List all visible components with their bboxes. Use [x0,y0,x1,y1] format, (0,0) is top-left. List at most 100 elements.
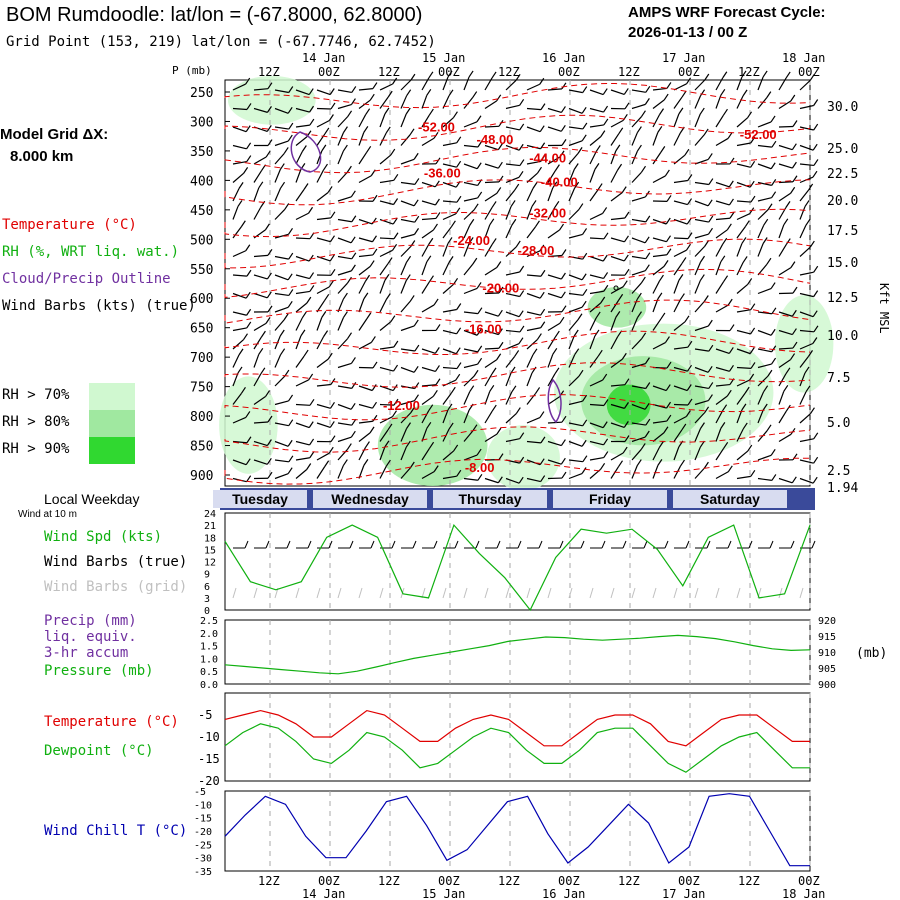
wind-barb [610,119,624,128]
wind-barb [652,218,667,225]
wind-barb-flag [308,421,314,428]
wind-barb [505,438,520,443]
temperature-contour-label: -32.00 [529,206,566,221]
wind-barb [799,206,806,220]
wind-barb [778,77,787,91]
wind-barb-flag [306,296,312,304]
wind-barb [778,181,794,184]
wind-barb [421,217,437,221]
wind-barb [358,218,373,225]
wind-barb-flag [472,91,478,98]
wind-barb [694,113,701,128]
wind-barb-flag [265,150,271,158]
wind-barb [253,336,262,350]
wind-tick: 6 [204,582,210,593]
wind-barb-flag [602,88,608,95]
wind-barb-flag [791,328,797,335]
wind-barb-flag [469,218,475,226]
wind-barb-flag [687,198,693,205]
wind-barb [295,255,310,262]
wind-speed-label: Wind Spd (kts) [44,529,163,545]
temperature-contour [224,362,811,388]
wind-barb [505,329,520,333]
wind-barb [379,446,386,461]
wind-barb [484,329,499,336]
wind-barb-flag [324,460,330,468]
wind-barb [610,299,620,313]
wind-barb-flag [264,223,270,231]
wind-barb-flag [287,134,293,142]
wind-barb-flag [581,467,587,474]
bottom-time-tick: 00Z [798,874,820,888]
wind-barb [526,354,534,368]
wind-barb-flag [476,328,482,336]
wind-barb-flag [432,389,438,397]
wind-barb-flag [308,254,314,262]
temperature-tick: -5 [198,708,212,722]
top-time-tick: 00Z [558,65,580,79]
legend-wind-barbs: Wind Barbs (kts) (true) [2,298,196,314]
wind-barb-flag [813,432,819,440]
wind-barb [715,281,725,294]
wind-barb-flag [455,373,461,381]
wind-barb-flag [679,293,685,300]
wind-barb-flag [287,106,293,114]
wind-barb-flag [728,180,734,188]
wind-barb-flag [406,422,412,429]
top-date-label: 16 Jan [542,51,585,65]
wind-barb-flag [405,274,411,281]
wind-barb [673,321,686,331]
wind-barb-flag [636,126,642,133]
wind-barb-flag [288,86,294,93]
wind-barb [379,403,395,406]
wind-barb [610,237,625,243]
wind-barb [316,383,331,387]
wind-barb-flag [519,265,525,273]
wind-barb [253,254,269,258]
wind-barb-flag [497,309,503,317]
wind-barb-flag [414,215,420,223]
grid-wind-barb [673,587,678,599]
wind-barb-flag [600,296,606,304]
wind-barb-flag [813,123,819,131]
wind-barb-flag [644,236,650,244]
wind-barb [442,450,455,461]
wind-barb [379,366,394,372]
wind-barb [715,114,724,128]
grid-wind-barb [526,587,531,599]
wind-barb [715,217,730,221]
grid-point-label: Grid Point (153, 219) lat/lon = (-67.774… [6,34,436,50]
wind-barb [610,255,625,262]
wind-barb-flag [559,316,565,324]
precip-tick: 0.0 [200,680,218,691]
wind-barb-flag [640,443,646,450]
top-time-tick: 12Z [258,65,280,79]
pressure-unit-label: (mb) [856,646,887,661]
wind-barb [505,292,520,298]
wind-barb [337,338,348,350]
grid-wind-barb [547,587,552,599]
wind-barb [589,255,604,262]
wind-barb-flag [749,373,755,381]
wind-barb-flag [391,410,397,418]
wind-barb-flag [536,166,542,174]
wind-barb [526,417,541,424]
pressure-tick: 850 [190,440,213,455]
wind-barb-flag [750,362,756,369]
wind-barb-flag [771,179,777,186]
wind-barb-flag [783,218,789,226]
wind-barb [526,107,542,111]
kft-tick: 17.5 [827,224,858,239]
wind-barb [421,384,436,387]
wind-barb-flag [308,88,314,95]
wind-barb [736,392,746,405]
wind-barb [610,403,625,409]
grid-wind-barb [316,587,321,599]
surface-wind-barb-flag [538,540,543,549]
wind-barb-flag [510,366,516,374]
wind-barb-flag [707,199,713,207]
precip-label: Precip (mm) [44,613,137,629]
wind-barb [799,459,814,464]
wind-barb [358,432,371,442]
